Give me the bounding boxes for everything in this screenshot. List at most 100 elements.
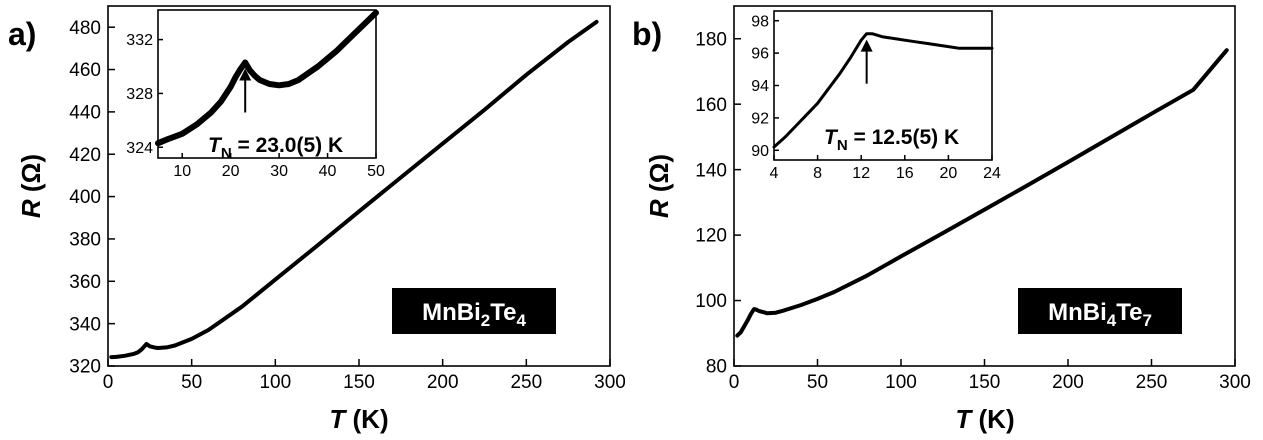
panel-a-arrowhead-icon [239,68,252,81]
panel-b-y-var: R [644,199,674,218]
panel-a-inset-y-tick-label: 328 [126,86,153,103]
panel-a-compound-sub: 2 [481,311,490,330]
panel-b-inset: 4 8 12 16 20 24 90 92 94 96 98 TN = 12.5(5) K [751,10,1001,182]
panel-a-x-axis-label: T (K) [329,404,388,434]
panel-b-inset-curve [772,32,994,149]
panel-b-x-tick-label: 100 [885,372,917,393]
panel-a: a) 0 50 100 150 200 250 300 320340360380400420… [8,5,626,434]
panel-a-inset-x-tick-label: 40 [319,163,337,180]
panel-a-compound-part: Te [490,299,516,326]
panel-b-inset-y-tick-label: 94 [751,78,769,95]
panel-b-x-ticks: 0 50 100 150 200 250 300 [729,359,1251,393]
panel-b-tn-text: = 12.5(5) K [848,126,959,149]
panel-a-inset-x-tick-label: 20 [222,163,240,180]
panel-a-inset: 10 20 30 40 50 324 328 332 TN = 23.0(5) K [126,9,385,180]
panel-a-x-tick-label: 50 [181,372,202,393]
panel-a-y-unit: (Ω) [16,154,46,199]
panel-b-inset-x-ticks: 4 8 12 16 20 24 [770,155,1001,182]
panel-b-x-tick-label: 300 [1219,372,1251,393]
panel-b-x-tick-label: 250 [1136,372,1168,393]
panel-a-inset-x-tick-label: 50 [367,163,385,180]
panel-a-tn-annotation: TN = 23.0(5) K [208,134,343,162]
panel-a-x-tick-label: 250 [510,372,542,393]
panel-b-y-unit: (Ω) [644,154,674,199]
panel-b-x-tick-label: 0 [729,372,740,393]
panel-a-y-tick-label: 440 [69,103,101,124]
panel-a-y-tick-label: 380 [69,230,101,251]
panel-a-inset-x-tick-label: 30 [270,163,288,180]
panel-a-x-tick-label: 200 [427,372,459,393]
panel-a-x-ticks: 0 50 100 150 200 250 300 [103,359,626,393]
panel-b-compound-part: MnBi [1048,299,1107,326]
panel-a-inset-frame [157,9,377,159]
panel-a-y-tick-label: 480 [69,18,101,39]
panel-b-y-tick-label: 180 [695,29,727,50]
panel-a-tn-var: T [208,134,223,157]
panel-a-y-tick-label: 320 [69,357,101,378]
panel-b-inset-x-tick-label: 16 [896,165,914,182]
panel-a-x-tick-label: 100 [259,372,291,393]
panel-a-inset-y-tick-label: 332 [126,32,153,49]
panel-b-inset-x-tick-label: 20 [940,165,958,182]
panel-a-y-tick-label: 340 [69,314,101,335]
panel-a-y-tick-label: 360 [69,272,101,293]
panel-a-inset-x-tick-label: 10 [173,163,191,180]
panel-b-inset-x-tick-label: 12 [852,165,870,182]
panel-a-compound-box [392,288,556,334]
panel-a-inset-y-tick-label: 324 [126,140,153,157]
panel-a-inset-curve [155,9,379,147]
panel-a-x-var: T [329,404,347,434]
panel-b-inset-y-ticks: 90 92 94 96 98 [751,13,779,160]
panel-b-inset-y-tick-label: 98 [751,13,769,30]
panel-b-compound-sub: 7 [1142,311,1151,330]
panel-a-label: a) [8,16,36,52]
panel-b-x-unit: (K) [971,404,1014,434]
panel-a-y-tick-label: 420 [69,145,101,166]
panel-a-y-axis-label: R (Ω) [16,154,46,218]
panel-a-y-ticks: 320 340 360 380 400 420 440 460 480 [69,18,115,378]
panel-b-inset-x-tick-label: 8 [813,165,822,182]
panel-a-tn-sub: N [221,145,232,162]
panel-b-inset-y-tick-label: 96 [751,46,769,63]
panel-a-x-tick-label: 0 [103,372,114,393]
panel-b-compound-part: Te [1116,299,1142,326]
panel-b-y-tick-label: 100 [695,291,727,312]
panel-b-tn-annotation: TN = 12.5(5) K [824,126,959,154]
panel-a-compound-sub: 4 [516,311,526,330]
panel-b-tn-var: T [824,126,839,149]
panel-b-y-axis-label: R (Ω) [644,154,674,218]
panel-b-x-tick-label: 150 [969,372,1001,393]
panel-a-inset-x-ticks: 10 20 30 40 50 [173,153,385,180]
panel-b-y-tick-label: 80 [706,357,727,378]
panel-a-compound-part: MnBi [422,299,481,326]
panel-b-inset-y-tick-label: 90 [751,143,769,160]
panel-b: b) 0 50 100 150 200 250 300 80100120140160180 … [632,5,1251,434]
panel-b-x-tick-label: 200 [1052,372,1084,393]
panel-b-inset-x-tick-label: 4 [770,165,779,182]
panel-a-tn-text: = 23.0(5) K [232,134,343,157]
panel-b-y-tick-label: 120 [695,226,727,247]
panel-b-compound-box [1018,288,1182,334]
panel-b-label: b) [632,16,662,52]
panel-b-main-curve [735,48,1229,338]
panel-a-compound-label: MnBi2Te4 [422,299,526,330]
panel-b-inset-y-tick-label: 92 [751,110,769,127]
panel-a-x-unit: (K) [345,404,388,434]
panel-a-y-tick-label: 460 [69,60,101,81]
panel-b-y-tick-label: 160 [695,95,727,116]
panel-a-y-var: R [16,199,46,218]
panel-b-compound-sub: 4 [1107,311,1117,330]
panel-a-main-curve [109,19,599,360]
panel-b-y-tick-label: 140 [695,160,727,181]
panel-b-arrowhead-icon [860,39,873,52]
panel-a-x-tick-label: 150 [343,372,375,393]
panel-b-compound-label: MnBi4Te7 [1048,299,1152,330]
panel-b-tn-sub: N [837,137,848,154]
panel-b-x-var: T [955,404,973,434]
panel-b-x-axis-label: T (K) [955,404,1014,434]
panel-b-x-tick-label: 50 [807,372,828,393]
panel-a-inset-y-ticks: 324 328 332 [126,32,163,157]
panel-b-inset-x-tick-label: 24 [983,165,1001,182]
panel-a-y-tick-label: 400 [69,187,101,208]
